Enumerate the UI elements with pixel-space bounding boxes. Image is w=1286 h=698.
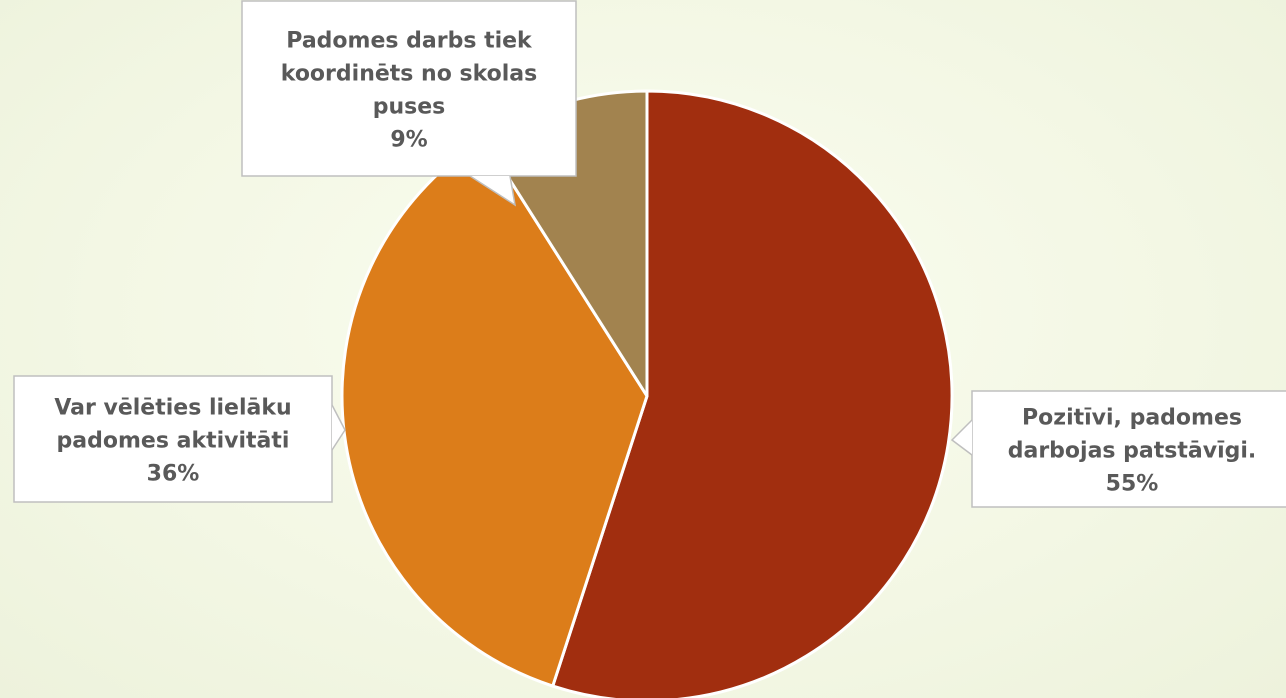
pie-slices — [340, 89, 954, 698]
slice-name-label: Var vēlēties lielāku — [54, 395, 291, 420]
callout-pointer — [950, 419, 973, 456]
slice-percent-label: 36% — [147, 461, 200, 486]
callout-1: Pozitīvi, padomes darbojas patstāvīgi. 55% — [950, 390, 1286, 508]
slice-name-label: puses — [373, 94, 446, 119]
callout-3: Padomes darbs tiek koordinēts no skolas pu… — [241, 0, 577, 207]
callout-2: Var vēlēties lielāku padomes aktivitāti 36… — [13, 375, 346, 503]
slice-name-label: padomes aktivitāti — [57, 428, 290, 453]
callout-box — [13, 375, 333, 503]
pie-slice-1 — [551, 89, 954, 698]
pie-slice-2 — [340, 136, 649, 688]
slice-percent-label: 55% — [1106, 471, 1159, 496]
slice-percent-label: 9% — [390, 127, 427, 152]
pie-callouts: Pozitīvi, padomes darbojas patstāvīgi. 55%… — [13, 0, 1286, 508]
callout-pointer — [331, 404, 346, 451]
callout-box — [241, 0, 577, 177]
callout-box — [971, 390, 1286, 508]
callout-pointer — [469, 175, 517, 207]
slice-name-label: koordinēts no skolas — [281, 61, 537, 86]
slice-name-label: Pozitīvi, padomes — [1022, 405, 1242, 430]
slice-name-label: Padomes darbs tiek — [286, 28, 533, 53]
slice-name-label: darbojas patstāvīgi. — [1008, 438, 1257, 463]
